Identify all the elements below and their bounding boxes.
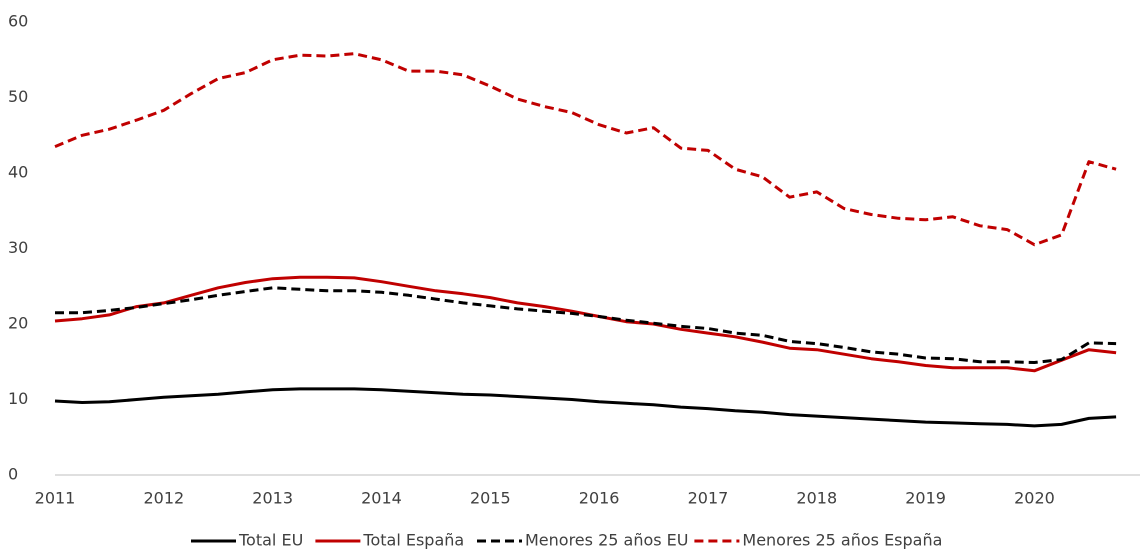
y-tick-label: 40 [8, 163, 28, 182]
y-tick-label: 50 [8, 87, 28, 106]
line-series [54, 275, 1117, 373]
y-tick-label: 30 [8, 238, 28, 257]
line-series [54, 387, 1117, 428]
legend-label: Menores 25 años España [742, 531, 942, 550]
line-series [54, 52, 1117, 247]
legend-label: Total EU [238, 531, 303, 550]
legend-label: Total España [362, 531, 464, 550]
y-tick-label: 10 [8, 389, 28, 408]
x-tick-label: 2012 [143, 489, 184, 508]
x-tick-label: 2016 [579, 489, 620, 508]
x-tick-label: 2011 [35, 489, 76, 508]
y-tick-label: 20 [8, 314, 28, 333]
y-tick-label: 0 [8, 465, 18, 484]
y-tick-label: 60 [8, 12, 28, 31]
x-tick-label: 2017 [688, 489, 729, 508]
x-tick-label: 2020 [1014, 489, 1055, 508]
x-tick-label: 2018 [796, 489, 837, 508]
legend-label: Menores 25 años EU [525, 531, 689, 550]
x-tick-label: 2015 [470, 489, 511, 508]
x-tick-label: 2013 [252, 489, 293, 508]
line-series [55, 286, 1117, 364]
x-tick-label: 2019 [905, 489, 946, 508]
x-tick-label: 2014 [361, 489, 402, 508]
